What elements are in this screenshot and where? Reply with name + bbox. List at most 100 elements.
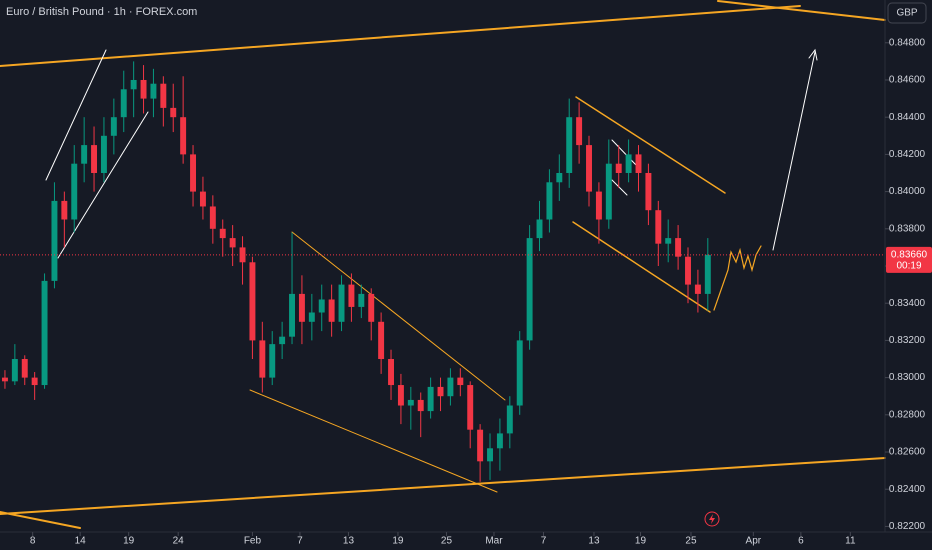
candle-body <box>81 145 88 164</box>
x-tick-label: 19 <box>392 536 404 547</box>
x-tick-label: 25 <box>685 536 697 547</box>
candle-body <box>526 238 533 341</box>
x-tick-label: 19 <box>635 536 647 547</box>
trend-line <box>57 111 149 259</box>
x-tick-label: 25 <box>441 536 453 547</box>
trend-line <box>45 49 107 181</box>
candle-body <box>279 336 286 345</box>
candle-body <box>437 386 444 397</box>
x-tick-label: Apr <box>746 536 762 547</box>
candle-body <box>219 228 226 239</box>
currency-button[interactable] <box>887 2 927 24</box>
alert-icon-bolt <box>709 514 715 524</box>
candle-body <box>91 145 98 173</box>
candle-body <box>51 200 58 281</box>
y-tick-label: 0.84400 <box>889 112 926 123</box>
candle-body <box>31 377 38 386</box>
candle-body <box>427 386 434 412</box>
candle-body <box>655 210 662 244</box>
candle-body <box>259 340 266 378</box>
x-tick-label: 24 <box>173 536 185 547</box>
candle-body <box>506 405 513 434</box>
candle-body <box>496 433 503 449</box>
y-tick-label: 0.84000 <box>889 186 926 197</box>
currency-label[interactable]: GBP <box>896 8 917 19</box>
candle-body <box>487 448 493 462</box>
candle-body <box>694 284 701 294</box>
candle-body <box>536 219 543 239</box>
candle-body <box>358 293 365 307</box>
candle-body <box>100 135 107 173</box>
candle-body <box>71 163 78 220</box>
alert-icon[interactable] <box>704 511 720 527</box>
trend-line <box>717 0 886 21</box>
candle-body <box>675 238 682 257</box>
candle-body <box>190 154 197 192</box>
candle-body <box>21 359 28 378</box>
candle-body <box>556 172 563 183</box>
candle-body <box>576 117 583 146</box>
y-tick-label: 0.82400 <box>889 484 926 495</box>
candle-body <box>298 293 305 322</box>
y-tick-label: 0.82600 <box>889 447 926 458</box>
candle-body <box>397 385 404 406</box>
y-tick-label: 0.84600 <box>889 75 926 86</box>
x-tick-label: 13 <box>343 536 355 547</box>
x-tick-label: 14 <box>75 536 87 547</box>
x-tick-label: 19 <box>123 536 135 547</box>
trend-line <box>291 231 506 401</box>
candle-body <box>605 163 612 220</box>
trend-line <box>0 457 886 515</box>
candle-body <box>645 172 652 211</box>
candle-body <box>348 284 355 307</box>
x-tick-label: 8 <box>30 536 36 547</box>
candle-body <box>199 191 206 207</box>
trend-line <box>0 511 81 529</box>
candle-body <box>665 238 672 244</box>
y-tick-label: 0.83000 <box>889 372 926 383</box>
candle-body <box>229 238 236 248</box>
countdown-label: 00:19 <box>896 260 921 271</box>
candle-body <box>417 399 424 412</box>
x-tick-label: Mar <box>485 536 503 547</box>
candle-body <box>269 344 276 378</box>
candle-body <box>635 154 642 173</box>
trend-line <box>611 179 628 196</box>
trend-line <box>575 96 726 194</box>
last-price-label: 0.83660 <box>891 249 928 260</box>
candle-body <box>477 429 484 462</box>
candle-body <box>170 107 177 118</box>
trend-line <box>611 139 637 166</box>
candle-body <box>41 280 48 386</box>
y-tick-label: 0.84200 <box>889 149 926 160</box>
candle-body <box>447 377 454 397</box>
y-tick-label: 0.82800 <box>889 409 926 420</box>
candle-body <box>546 182 553 220</box>
candle-body <box>239 247 246 263</box>
candle-body <box>11 359 18 382</box>
candle-body <box>704 254 711 294</box>
trend-line <box>249 389 498 493</box>
candle-body <box>378 321 385 360</box>
x-tick-label: 6 <box>798 536 804 547</box>
candle-body <box>516 340 523 406</box>
candle-body <box>388 359 394 386</box>
candle-body <box>110 117 117 136</box>
x-tick-label: 7 <box>297 536 303 547</box>
candle-body <box>625 154 632 173</box>
last-price-box <box>886 246 932 273</box>
candle-body <box>120 89 127 118</box>
candle-body <box>338 284 345 322</box>
y-tick-label: 0.83400 <box>889 298 926 309</box>
candle-body <box>407 399 414 406</box>
candle-body <box>308 312 315 322</box>
x-tick-label: 13 <box>588 536 600 547</box>
y-tick-label: 0.84800 <box>889 37 926 48</box>
projection-path <box>713 245 762 311</box>
candle-body <box>249 262 256 341</box>
y-tick-label: 0.83200 <box>889 335 926 346</box>
candle-body <box>130 79 137 90</box>
candle-body <box>586 145 592 192</box>
